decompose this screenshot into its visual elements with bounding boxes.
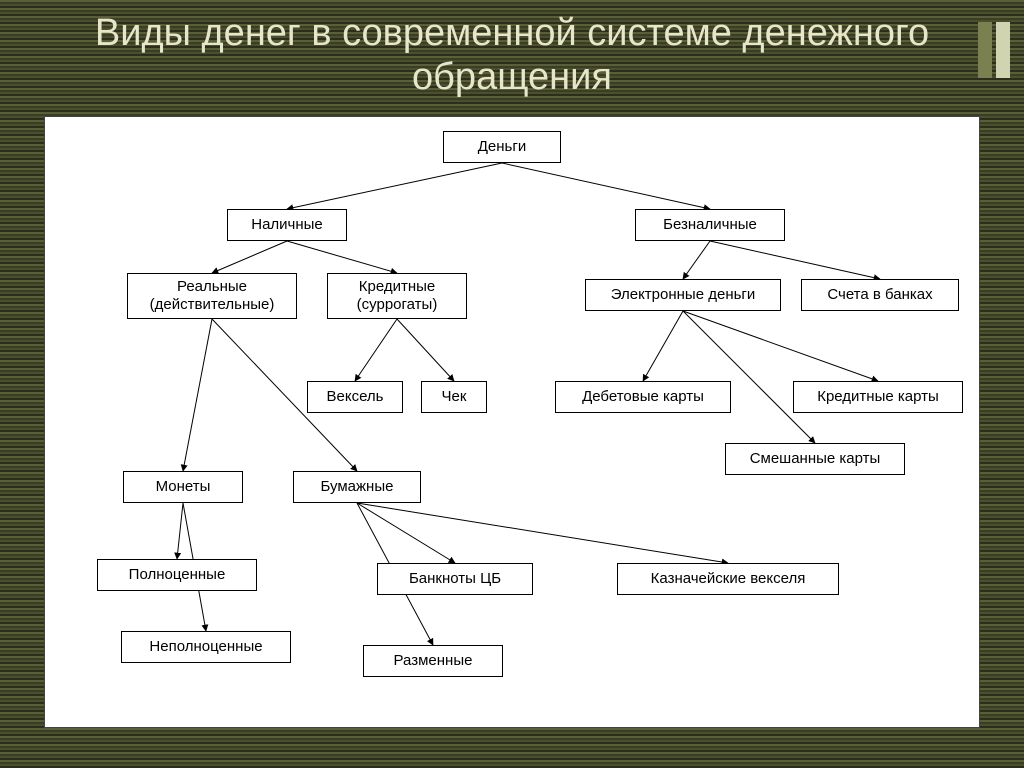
corner-decoration	[978, 22, 1014, 78]
node-credit: Кредитные (суррогаты)	[327, 273, 467, 319]
node-real: Реальные (действительные)	[127, 273, 297, 319]
edge-emoney-debit	[643, 311, 683, 381]
node-bill: Вексель	[307, 381, 403, 413]
node-mixed: Смешанные карты	[725, 443, 905, 475]
decor-bar	[996, 22, 1010, 78]
decor-bar	[978, 22, 992, 78]
node-emoney: Электронные деньги	[585, 279, 781, 311]
edge-cash-real	[212, 241, 287, 273]
node-treasury: Казначейские векселя	[617, 563, 839, 595]
edge-paper-banknotes	[357, 503, 455, 563]
edge-emoney-mixed	[683, 311, 815, 443]
edge-paper-treasury	[357, 503, 728, 563]
slide-background: Виды денег в современной системе денежно…	[0, 0, 1024, 768]
node-cash: Наличные	[227, 209, 347, 241]
node-change: Разменные	[363, 645, 503, 677]
node-ccard: Кредитные карты	[793, 381, 963, 413]
edge-credit-bill	[355, 319, 397, 381]
edge-money-cash	[287, 163, 502, 209]
edge-noncash-bankacc	[710, 241, 880, 279]
node-coins: Монеты	[123, 471, 243, 503]
node-money: Деньги	[443, 131, 561, 163]
node-banknotes: Банкноты ЦБ	[377, 563, 533, 595]
node-cheque: Чек	[421, 381, 487, 413]
node-noncash: Безналичные	[635, 209, 785, 241]
edge-credit-cheque	[397, 319, 454, 381]
edge-cash-credit	[287, 241, 397, 273]
diagram-panel: Деньги Наличные Безналичные Реальные (дейст…	[44, 116, 980, 728]
node-debit: Дебетовые карты	[555, 381, 731, 413]
edge-emoney-ccard	[683, 311, 878, 381]
node-paper: Бумажные	[293, 471, 421, 503]
edge-coins-full	[177, 503, 183, 559]
node-notfull: Неполноценные	[121, 631, 291, 663]
edge-real-coins	[183, 319, 212, 471]
node-full: Полноценные	[97, 559, 257, 591]
diagram-inner: Деньги Наличные Безналичные Реальные (дейст…	[45, 117, 979, 727]
edge-money-noncash	[502, 163, 710, 209]
slide-title: Виды денег в современной системе денежно…	[0, 0, 1024, 109]
node-bankacc: Счета в банках	[801, 279, 959, 311]
edge-noncash-emoney	[683, 241, 710, 279]
